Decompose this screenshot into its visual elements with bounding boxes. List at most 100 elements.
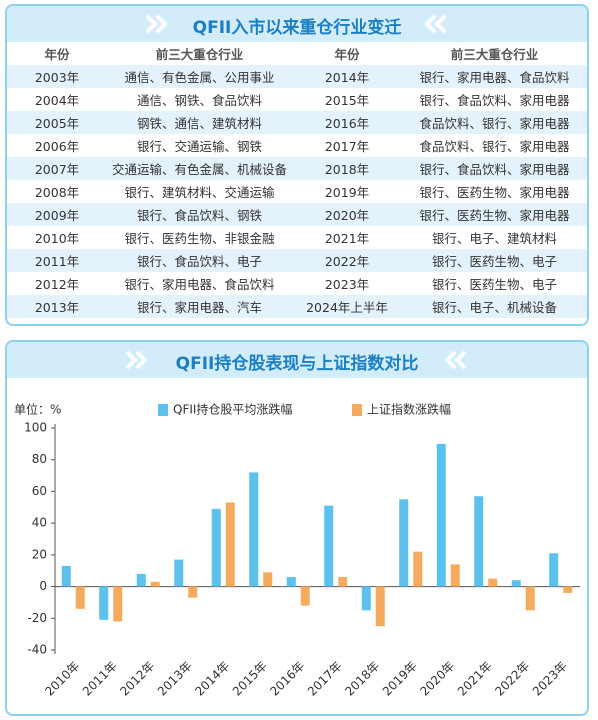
bar bbox=[61, 565, 71, 587]
bar bbox=[413, 551, 423, 587]
table-cell: 银行、医药生物、非银金融 bbox=[124, 231, 275, 246]
table-cell: 2020年 bbox=[292, 203, 402, 226]
table-cell: 2012年 bbox=[34, 277, 80, 292]
table-cell: 银行、家用电器、汽车 bbox=[107, 295, 292, 318]
bar bbox=[136, 573, 146, 587]
bar bbox=[474, 496, 484, 587]
bar bbox=[511, 580, 521, 587]
table-cell: 2018年 bbox=[292, 157, 402, 180]
table-cell: 银行、食品饮料、电子 bbox=[107, 249, 292, 272]
x-tick-label: 2020年 bbox=[417, 659, 457, 699]
bar bbox=[188, 586, 198, 598]
table-row: 2007年 交通运输、有色金属、机械设备 2018年 银行、食品饮料、家用电器 bbox=[7, 157, 587, 180]
title-band: QFII入市以来重仓行业变迁 bbox=[7, 6, 587, 42]
y-tick-label: 80 bbox=[32, 452, 47, 466]
table-cell: 2022年 bbox=[292, 249, 402, 272]
y-tick-label: 100 bbox=[24, 421, 47, 435]
header-cell: 前三大重仓行业 bbox=[450, 47, 539, 62]
chevrons bbox=[145, 14, 447, 34]
table-cell: 银行、食品饮料、家用电器 bbox=[402, 157, 587, 180]
x-tick-label: 2021年 bbox=[455, 659, 495, 699]
bar bbox=[338, 577, 348, 587]
bar bbox=[99, 586, 109, 620]
header-cell: 年份 bbox=[44, 47, 70, 62]
x-tick-label: 2022年 bbox=[492, 659, 532, 699]
table-row: 2012年 银行、家用电器、食品饮料 2023年 银行、医药生物、电子 bbox=[7, 272, 587, 295]
x-tick-label: 2017年 bbox=[305, 659, 345, 699]
table-row: 2009年 银行、食品饮料、钢铁 2020年 银行、医药生物、家用电器 bbox=[7, 203, 587, 226]
y-tick-label: 40 bbox=[32, 516, 47, 530]
bar bbox=[263, 572, 273, 587]
bar bbox=[75, 586, 85, 609]
table-row: 2003年 通信、有色金属、公用事业 2014年 银行、家用电器、食品饮料 bbox=[7, 65, 587, 88]
bar bbox=[174, 559, 184, 587]
header-cell: 年份 bbox=[334, 47, 360, 62]
bar bbox=[150, 581, 160, 587]
chevrons bbox=[125, 350, 467, 370]
x-tick-label: 2015年 bbox=[230, 659, 270, 699]
y-tick-label: 0 bbox=[39, 579, 47, 593]
table-cell: 2011年 bbox=[7, 249, 107, 272]
bar bbox=[549, 553, 559, 587]
table-cell: 2014年 bbox=[292, 65, 402, 88]
table-cell: 2009年 bbox=[7, 203, 107, 226]
table-row: 2006年 银行、交通运输、钢铁 2017年 食品饮料、银行、家用电器 bbox=[7, 134, 587, 157]
x-tick-label: 2011年 bbox=[80, 659, 120, 699]
y-tick-label: 60 bbox=[32, 484, 47, 498]
table-cell: 2004年 bbox=[34, 93, 80, 108]
table-cell: 2017年 bbox=[324, 139, 370, 154]
bar bbox=[361, 586, 371, 611]
table-cell: 银行、医药生物、家用电器 bbox=[402, 203, 587, 226]
table-cell: 2006年 bbox=[34, 139, 80, 154]
table-row: 2011年 银行、食品饮料、电子 2022年 银行、医药生物、电子 bbox=[7, 249, 587, 272]
bar bbox=[113, 586, 123, 622]
table-cell: 2019年 bbox=[324, 185, 370, 200]
chart-title: QFII持仓股表现与上证指数对比 bbox=[175, 354, 419, 374]
table-cell: 2023年 bbox=[324, 277, 370, 292]
table-row: 2013年 银行、家用电器、汽车 2024年上半年 银行、电子、机械设备 bbox=[7, 295, 587, 318]
table-cell: 银行、电子、机械设备 bbox=[402, 295, 587, 318]
unit-label: 单位：% bbox=[14, 402, 61, 417]
table-panel: QFII入市以来重仓行业变迁 年份 前三大重仓行业 年份 前三大重仓行业 2003年 通信… bbox=[5, 4, 589, 326]
bar bbox=[249, 472, 259, 587]
bar bbox=[563, 586, 573, 593]
table-cell: 通信、钢铁、食品饮料 bbox=[136, 93, 262, 108]
bar bbox=[436, 443, 446, 587]
x-tick-label: 2014年 bbox=[192, 659, 232, 699]
bar bbox=[300, 586, 310, 606]
table-cell: 银行、电子、建筑材料 bbox=[431, 231, 557, 246]
bar bbox=[399, 499, 409, 587]
table-row: 2010年 银行、医药生物、非银金融 2021年 银行、电子、建筑材料 bbox=[7, 226, 587, 249]
x-tick-label: 2016年 bbox=[267, 659, 307, 699]
table-cell: 通信、有色金属、公用事业 bbox=[107, 65, 292, 88]
x-tick-label: 2013年 bbox=[155, 659, 195, 699]
table-cell: 银行、医药生物、电子 bbox=[402, 249, 587, 272]
bar bbox=[488, 578, 498, 587]
title-band: QFII持仓股表现与上证指数对比 bbox=[7, 342, 587, 378]
x-tick-label: 2018年 bbox=[342, 659, 382, 699]
table-cell: 银行、家用电器、食品饮料 bbox=[124, 277, 275, 292]
x-tick-label: 2023年 bbox=[530, 659, 570, 699]
x-tick-label: 2010年 bbox=[42, 659, 82, 699]
legend-swatch bbox=[158, 404, 168, 416]
legend-swatch bbox=[352, 404, 362, 416]
table-cell: 2024年上半年 bbox=[292, 295, 402, 318]
table-cell: 银行、家用电器、食品饮料 bbox=[402, 65, 587, 88]
x-tick-label: 2012年 bbox=[117, 659, 157, 699]
table-cell: 银行、食品饮料、家用电器 bbox=[419, 93, 570, 108]
bar bbox=[286, 577, 296, 587]
table-cell: 银行、医药生物、家用电器 bbox=[419, 185, 570, 200]
y-tick-label: -20 bbox=[27, 611, 47, 625]
y-tick-label: -40 bbox=[27, 643, 47, 657]
table-row: 2005年 钢铁、通信、建筑材料 2016年 食品饮料、银行、家用电器 bbox=[7, 111, 587, 134]
table-cell: 2016年 bbox=[292, 111, 402, 134]
table-cell: 银行、建筑材料、交通运输 bbox=[124, 185, 275, 200]
legend-label: 上证指数涨跌幅 bbox=[367, 402, 451, 417]
table-cell: 食品饮料、银行、家用电器 bbox=[402, 111, 587, 134]
table-cell: 银行、医药生物、电子 bbox=[431, 277, 557, 292]
bar bbox=[211, 508, 221, 587]
x-tick-label: 2019年 bbox=[380, 659, 420, 699]
legend-label: QFII持仓股平均涨跌幅 bbox=[173, 402, 292, 417]
industry-table: 年份 前三大重仓行业 年份 前三大重仓行业 2003年 通信、有色金属、公用事业 2014年… bbox=[7, 42, 587, 318]
